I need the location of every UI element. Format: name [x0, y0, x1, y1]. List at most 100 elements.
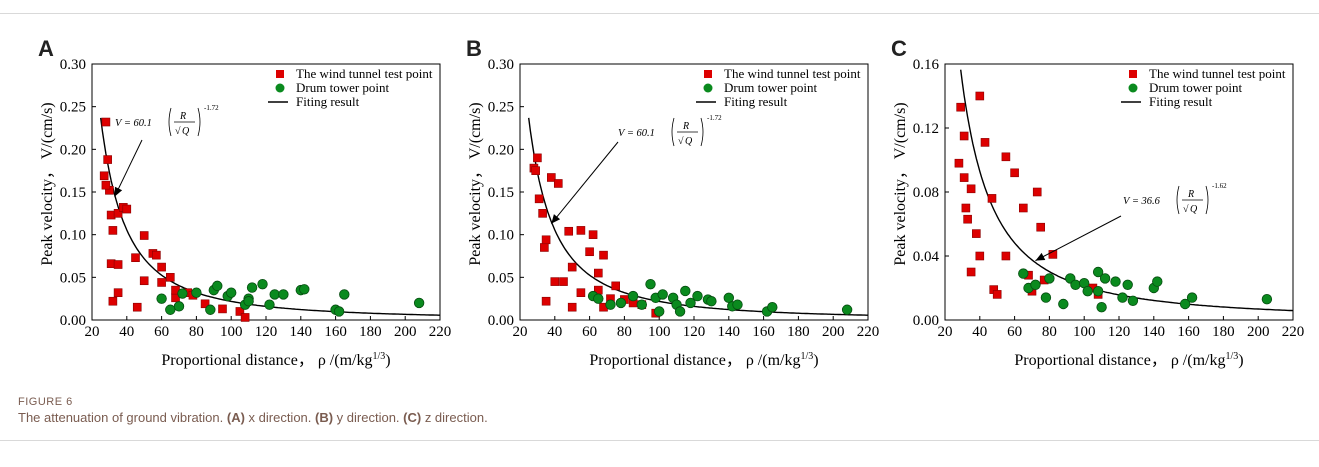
y-tick-label: 0.10 — [488, 228, 514, 244]
equation-exponent: -1.62 — [1212, 182, 1227, 190]
wind-tunnel-point — [550, 277, 560, 286]
drum-tower-point — [706, 296, 717, 307]
drum-tower-point — [413, 297, 425, 309]
wind-tunnel-point — [103, 155, 112, 164]
drum-tower-point — [257, 278, 268, 290]
wind-tunnel-point — [1019, 203, 1028, 213]
y-tick-label: 0.10 — [60, 228, 86, 244]
caption-segment: (B) — [315, 410, 334, 425]
x-tick-label: 140 — [718, 324, 741, 340]
x-tick-label: 220 — [857, 324, 880, 340]
wind-tunnel-point — [611, 281, 620, 291]
chart-panel-a: A 20 40 60 80 100 120 140 160 180 200 220 0.00 0.05 0… — [30, 30, 470, 390]
wind-tunnel-point — [108, 296, 118, 306]
wind-tunnel-point — [113, 209, 123, 218]
drum-tower-point — [173, 301, 185, 312]
drum-tower-point — [1018, 268, 1029, 279]
drum-tower-point — [1152, 276, 1163, 287]
wind-tunnel-point — [218, 304, 227, 314]
legend-fit-label: Fiting result — [1149, 94, 1213, 109]
y-tick-label: 0.08 — [913, 185, 939, 201]
drum-tower-point — [212, 280, 223, 292]
equation-exponent: -1.72 — [707, 114, 722, 122]
drum-tower-point — [1117, 292, 1128, 303]
drum-tower-point — [243, 296, 254, 307]
legend-wind-marker — [276, 70, 284, 78]
wind-tunnel-point — [131, 253, 140, 263]
wind-tunnel-point — [1032, 187, 1042, 197]
wind-tunnel-point — [576, 226, 586, 235]
drum-tower-point — [1058, 298, 1069, 310]
x-tick-label: 200 — [1247, 324, 1270, 340]
y-tick-label: 0.00 — [488, 313, 514, 329]
wind-tunnel-point — [533, 153, 542, 163]
drum-tower-point — [680, 285, 691, 297]
drum-tower-point — [1082, 286, 1093, 297]
y-axis-label: Peak velocity， V/(cm/s) — [892, 102, 909, 265]
annotation-arrow-line — [1035, 215, 1122, 262]
wind-tunnel-point — [972, 229, 981, 238]
wind-tunnel-point — [240, 313, 250, 322]
drum-tower-point — [1096, 302, 1107, 313]
drum-tower-point — [264, 299, 275, 310]
wind-tunnel-point — [157, 262, 166, 272]
fit-curve — [100, 117, 440, 316]
plot-frame — [519, 63, 869, 321]
wind-tunnel-point — [966, 267, 976, 277]
y-tick-label: 0.00 — [913, 313, 939, 329]
wind-tunnel-point — [157, 278, 166, 287]
wind-tunnel-point — [139, 276, 149, 286]
equation-root: √ — [678, 136, 684, 147]
annotation-arrow-line — [114, 139, 143, 197]
x-tick-label: 120 — [255, 324, 278, 340]
drum-tower-point — [246, 282, 258, 293]
wind-tunnel-point — [585, 247, 594, 257]
x-axis-label: Proportional distance， ρ /(m/kg1/3) — [589, 351, 818, 369]
x-tick-label: 20 — [938, 324, 953, 340]
y-tick-label: 0.05 — [488, 270, 514, 286]
x-tick-label: 220 — [1282, 324, 1305, 340]
wind-tunnel-point — [1010, 168, 1019, 178]
wind-tunnel-point — [987, 194, 997, 203]
drum-tower-point — [645, 278, 656, 290]
wind-tunnel-point — [99, 171, 109, 181]
drum-tower-point — [278, 289, 289, 300]
caption-segment: (C) — [403, 410, 422, 425]
x-tick-label: 80 — [1042, 324, 1057, 340]
drum-tower-point — [1040, 292, 1052, 303]
y-axis-label: Peak velocity， V/(cm/s) — [39, 102, 56, 265]
legend-drum-label: Drum tower point — [296, 80, 390, 95]
wind-tunnel-point — [599, 250, 608, 260]
annotation-arrow-head — [551, 214, 561, 224]
drum-tower-point — [191, 287, 202, 298]
x-tick-label: 180 — [787, 324, 810, 340]
wind-tunnel-point — [594, 268, 603, 278]
equation-prefix: V = 36.6 — [1123, 196, 1161, 207]
drum-tower-point — [653, 306, 665, 317]
legend-wind-marker — [1129, 70, 1137, 78]
wind-tunnel-point — [959, 131, 969, 141]
wind-tunnel-point — [559, 277, 568, 286]
drum-tower-point — [299, 284, 310, 295]
y-axis-label: Peak velocity， V/(cm/s) — [467, 102, 484, 265]
equation-prefix: V = 60.1 — [618, 128, 655, 139]
drum-tower-point — [339, 289, 350, 300]
legend-drum-marker — [1128, 83, 1138, 93]
panel-label: A — [38, 36, 54, 61]
fit-curve — [960, 69, 1294, 312]
wind-tunnel-point — [963, 214, 972, 224]
y-tick-label: 0.30 — [60, 57, 86, 73]
drum-tower-point — [156, 293, 167, 304]
x-tick-label: 200 — [822, 324, 845, 340]
chart-a-svg: 20 40 60 80 100 120 140 160 180 200 220 0.00 0.05 0.1… — [39, 57, 452, 369]
wind-tunnel-point — [547, 173, 556, 182]
x-tick-label: 220 — [429, 324, 452, 340]
wind-tunnel-point — [980, 138, 990, 147]
figure-caption: The attenuation of ground vibration. (A)… — [18, 410, 488, 425]
x-axis-label-sup: 1/3 — [1225, 351, 1238, 362]
drum-tower-point — [692, 290, 703, 302]
equation-paren-left — [168, 107, 172, 137]
drum-tower-point — [1092, 286, 1104, 297]
caption-segment: The attenuation of ground vibration. — [18, 410, 227, 425]
wind-tunnel-point — [564, 226, 574, 236]
